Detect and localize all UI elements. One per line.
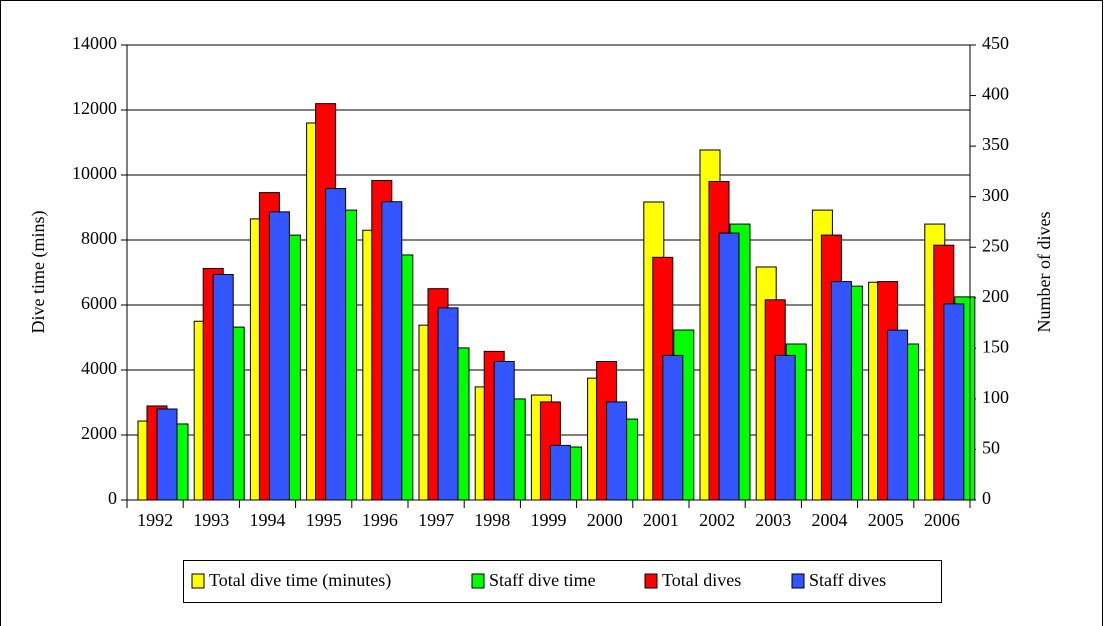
bar [268,211,290,501]
legend-swatch [791,573,805,589]
legend-swatch [471,573,485,589]
legend-label: Staff dives [809,570,886,590]
bar [156,408,178,501]
x-tick-label: 1992 [137,510,173,530]
legend-label: Total dive time (minutes) [209,570,391,591]
y-tick-label: 6000 [81,293,117,313]
y2-tick-label: 0 [982,488,991,508]
bar [662,354,684,501]
bar [212,274,234,501]
y-tick-label: 14000 [72,33,117,53]
y2-tick-label: 100 [982,387,1009,407]
bar [325,188,347,501]
legend-swatch [191,573,205,589]
bar [774,354,796,501]
x-tick-label: 2000 [587,510,623,530]
y-axis-label: Dive time (mins) [28,211,49,334]
legend-swatch [644,573,658,589]
bar [830,281,852,501]
x-tick-label: 1998 [474,510,510,530]
y2-tick-label: 400 [982,84,1009,104]
bar [718,232,740,501]
y2-tick-label: 150 [982,336,1009,356]
bar [493,360,515,501]
x-tick-label: 2004 [812,510,848,530]
legend-box [183,560,942,603]
x-tick-label: 1999 [531,510,567,530]
bar [437,307,459,501]
x-tick-label: 2006 [924,510,960,530]
bar [606,401,628,501]
y-tick-label: 4000 [81,358,117,378]
y-tick-label: 10000 [72,163,117,183]
y2-tick-label: 200 [982,286,1009,306]
y-tick-label: 12000 [72,98,117,118]
x-tick-label: 2003 [755,510,791,530]
y-tick-label: 2000 [81,423,117,443]
bar [381,201,403,501]
y2-tick-label: 50 [982,438,1000,458]
x-tick-label: 1994 [250,510,286,530]
bar [943,303,965,501]
x-tick-label: 1996 [362,510,398,530]
y2-tick-label: 250 [982,235,1009,255]
x-tick-label: 1997 [418,510,454,530]
y2-axis-label: Number of dives [1034,212,1054,333]
y-tick-label: 0 [108,488,117,508]
y-tick-label: 8000 [81,228,117,248]
y2-tick-label: 350 [982,134,1009,154]
y2-tick-label: 300 [982,185,1009,205]
legend-label: Total dives [662,570,741,590]
x-tick-label: 1993 [193,510,229,530]
bar [549,444,571,501]
x-tick-label: 2001 [643,510,679,530]
legend-label: Staff dive time [489,570,596,590]
x-tick-label: 2005 [868,510,904,530]
bar [887,329,909,501]
x-tick-label: 2002 [699,510,735,530]
y2-tick-label: 450 [982,33,1009,53]
x-tick-label: 1995 [306,510,342,530]
